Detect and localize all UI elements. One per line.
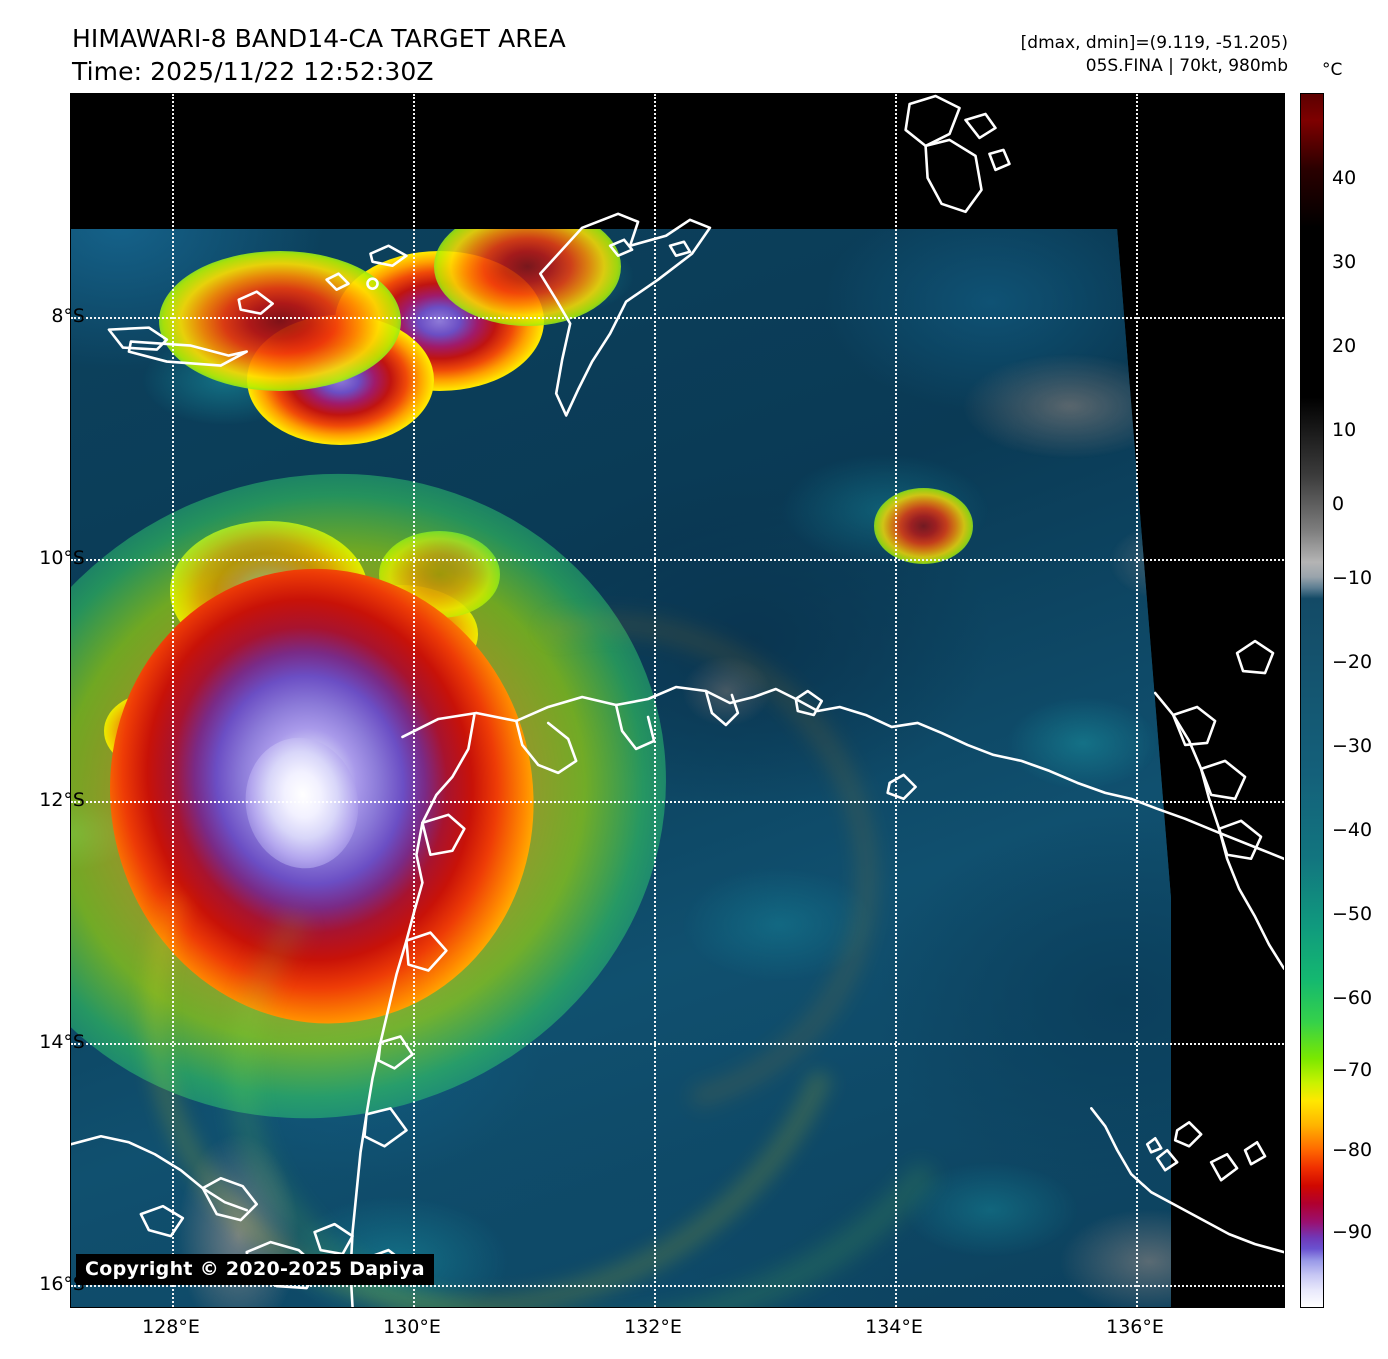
gridline-lat-14 (71, 1043, 1284, 1045)
gridline-lat-8 (71, 317, 1284, 319)
metadata-block: [dmax, dmin]=(9.119, -51.205) 05S.FINA |… (1021, 32, 1288, 78)
colorbar-unit-label: °C (1322, 60, 1343, 80)
gridline-lon-136 (1136, 94, 1138, 1307)
lon-tick-label: 136°E (1106, 1316, 1164, 1338)
dmax-dmin-label: [dmax, dmin]=(9.119, -51.205) (1020, 33, 1288, 53)
colorbar-tick-label: −50 (1332, 903, 1373, 925)
colorbar-tick-label: −10 (1332, 567, 1373, 589)
colorbar-tick-label: 30 (1332, 251, 1357, 273)
colorbar-tick-label: −30 (1332, 735, 1373, 757)
convective-cell (159, 250, 401, 391)
lon-tick-label: 134°E (865, 1316, 923, 1338)
lon-tick-label: 132°E (624, 1316, 682, 1338)
lon-tick-label: 128°E (142, 1316, 200, 1338)
colorbar-tick-label: −40 (1332, 819, 1373, 841)
gridline-lat-16 (71, 1285, 1284, 1287)
gridline-lat-10 (71, 559, 1284, 561)
colorbar-tick-label: −90 (1332, 1221, 1373, 1243)
gridline-lon-134 (895, 94, 897, 1307)
title-block: HIMAWARI-8 BAND14-CA TARGET AREA Time: 2… (72, 22, 566, 88)
gridline-lon-128 (172, 94, 174, 1307)
colorbar-tick-label: −20 (1332, 651, 1373, 673)
page-title: HIMAWARI-8 BAND14-CA TARGET AREA (72, 24, 566, 53)
satellite-image-plot[interactable] (70, 93, 1285, 1308)
storm-info-label: 05S.FINA | 70kt, 980mb (1085, 55, 1288, 76)
gridline-lon-132 (654, 94, 656, 1307)
colorbar-tick-label: 20 (1332, 335, 1357, 357)
lat-tick-label: 10°S (39, 547, 85, 569)
gridline-lat-12 (71, 801, 1284, 803)
gridline-lon-130 (413, 94, 415, 1307)
colorbar-tick-label: 0 (1332, 493, 1345, 515)
lat-tick-label: 12°S (39, 789, 85, 811)
convective-cell (874, 488, 973, 564)
temperature-colorbar[interactable] (1300, 93, 1324, 1308)
colorbar-tick-label: 40 (1332, 167, 1357, 189)
lon-tick-label: 130°E (383, 1316, 441, 1338)
colorbar-tick-label: −60 (1332, 987, 1373, 1009)
lat-tick-label: 14°S (39, 1031, 85, 1053)
copyright-watermark: Copyright © 2020-2025 Dapiya (76, 1254, 434, 1285)
lat-tick-label: 16°S (39, 1273, 85, 1295)
colorbar-tick-label: 10 (1332, 419, 1357, 441)
timestamp-line: Time: 2025/11/22 12:52:30Z (72, 57, 434, 86)
lat-tick-label: 8°S (51, 305, 85, 327)
colorbar-tick-label: −80 (1332, 1139, 1373, 1161)
satellite-raster (71, 229, 1171, 1307)
plot-inner (71, 94, 1284, 1307)
colorbar-tick-label: −70 (1332, 1059, 1373, 1081)
